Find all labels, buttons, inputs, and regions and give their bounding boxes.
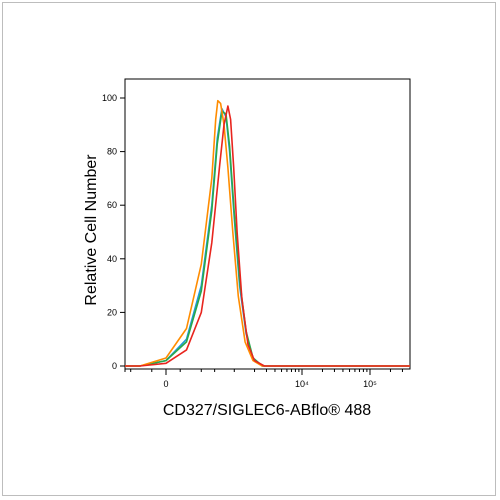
chart-frame: [2, 2, 496, 496]
series-2-line: [125, 110, 410, 367]
y-tick-label: 60: [107, 200, 117, 210]
x-axis: 0 10⁴ 10⁵: [124, 369, 403, 389]
y-tick-label: 20: [107, 307, 117, 317]
x-tick-label: 10⁴: [295, 379, 309, 389]
y-tick-label: 0: [112, 361, 117, 371]
series-3-line: [125, 99, 410, 367]
x-tick-label: 10⁵: [363, 379, 377, 389]
y-axis-title: Relative Cell Number: [83, 154, 100, 306]
series-4-line: [125, 105, 410, 367]
y-tick-label: 100: [102, 93, 117, 103]
x-axis-title: CD327/SIGLEC6-ABflo® 488: [163, 402, 371, 419]
y-axis: 0 20 40 60 80 100: [102, 93, 125, 371]
plot-area: [124, 78, 411, 370]
y-tick-label: 40: [107, 254, 117, 264]
series-1-line: [125, 107, 410, 367]
x-tick-label: 0: [163, 379, 168, 389]
y-tick-label: 80: [107, 147, 117, 157]
series-layer: [125, 99, 410, 367]
